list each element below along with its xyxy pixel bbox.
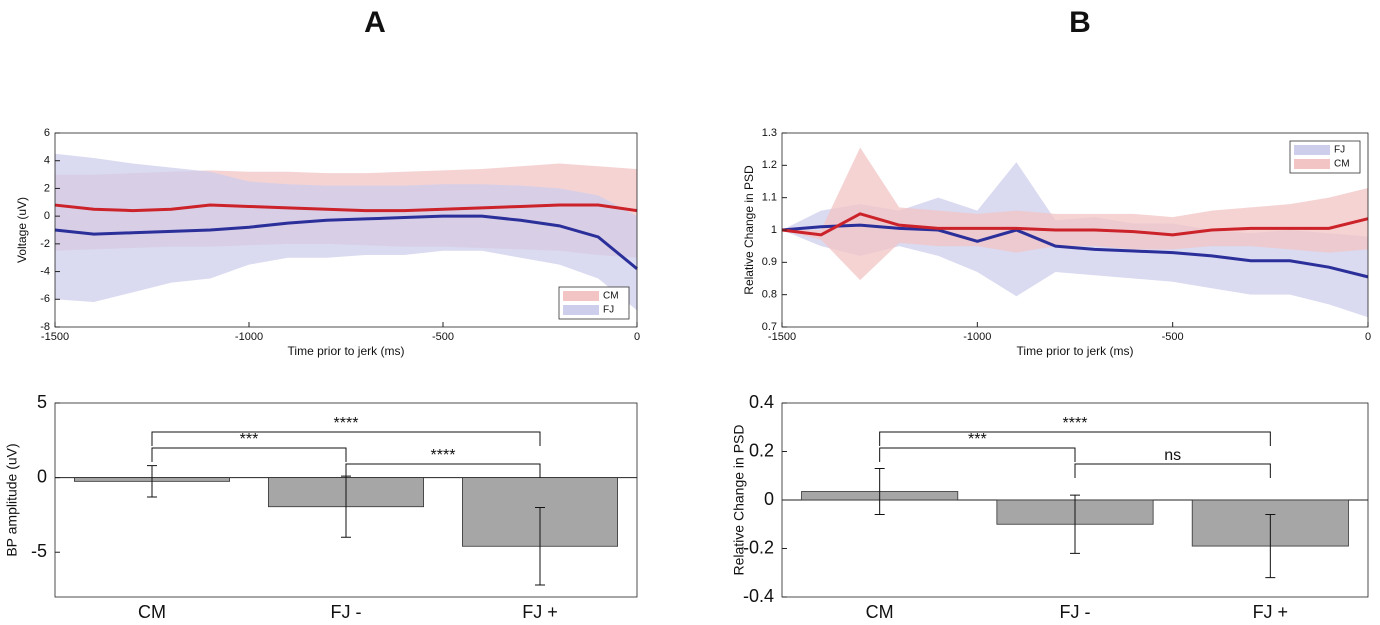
y-tick-label: 0.7 — [762, 321, 777, 333]
y-tick-label: -8 — [40, 321, 50, 333]
y-tick-label: -0.2 — [743, 537, 774, 557]
plot-frame — [54, 132, 638, 328]
y-tick-label: 0 — [37, 466, 47, 486]
x-tick-label: FJ - — [1060, 602, 1091, 622]
error-bar — [147, 465, 157, 498]
series-line — [54, 214, 638, 270]
significance-label: ns — [1164, 447, 1181, 464]
confidence-band — [782, 147, 1368, 281]
y-tick-label: 1.2 — [762, 159, 777, 171]
y-axis-label: Relative Change in PSD — [742, 165, 756, 295]
y-tick-label: 0 — [44, 210, 50, 222]
legend-swatch — [1294, 159, 1330, 169]
panel-label: B — [1069, 6, 1091, 39]
y-tick-label: -4 — [40, 265, 50, 277]
significance-bracket — [151, 447, 347, 462]
x-tick-label: -1500 — [768, 331, 796, 343]
y-tick-label: 4 — [44, 155, 50, 167]
x-tick-label: FJ + — [522, 602, 558, 622]
significance-label: **** — [1063, 415, 1088, 432]
y-tick-label: -2 — [40, 238, 50, 250]
significance-bracket — [151, 431, 541, 446]
significance-bracket — [345, 463, 541, 478]
legend-swatch — [563, 291, 599, 301]
x-tick-label: 0 — [634, 331, 640, 343]
x-axis-label: Time prior to jerk (ms) — [1017, 344, 1134, 358]
error-bar — [1070, 494, 1080, 554]
x-tick-label: -1000 — [235, 331, 263, 343]
error-bar — [1265, 514, 1276, 579]
y-tick-label: -6 — [40, 293, 50, 305]
y-tick-label: 1.3 — [762, 127, 777, 139]
x-tick-label: -500 — [432, 331, 454, 343]
y-tick-label: 6 — [44, 127, 50, 139]
y-tick-label: 5 — [37, 392, 47, 412]
series-line — [781, 223, 1369, 279]
y-tick-label: 0.4 — [749, 392, 774, 412]
error-bar — [874, 467, 885, 516]
y-tick-label: 0.2 — [749, 440, 774, 460]
y-tick-label: 1.1 — [762, 192, 777, 204]
y-axis-label: BP amplitude (uV) — [4, 443, 20, 556]
series-line — [781, 212, 1369, 237]
y-tick-label: 1 — [771, 224, 777, 236]
x-tick-label: FJ + — [1253, 602, 1289, 622]
significance-bracket — [879, 431, 1271, 446]
x-tick-label: CM — [866, 602, 894, 622]
legend-label: CM — [603, 291, 619, 302]
legend-swatch — [1294, 145, 1330, 155]
legend-label: FJ — [603, 305, 614, 316]
confidence-band — [55, 153, 637, 311]
x-tick-label: -500 — [1162, 331, 1184, 343]
y-tick-label: -0.4 — [743, 586, 774, 606]
legend-label: CM — [1334, 159, 1350, 170]
plot-frame — [54, 402, 638, 598]
significance-label: *** — [968, 431, 987, 448]
y-tick-label: 2 — [44, 182, 50, 194]
y-tick-label: 0.8 — [762, 289, 777, 301]
x-tick-label: CM — [138, 602, 166, 622]
significance-label: **** — [334, 415, 359, 432]
series-line — [54, 203, 638, 213]
legend-label: FJ — [1334, 145, 1345, 156]
x-tick-label: 0 — [1365, 331, 1371, 343]
significance-label: *** — [240, 431, 259, 448]
legend-swatch — [563, 305, 599, 315]
error-bar — [535, 506, 545, 586]
x-tick-label: -1500 — [41, 331, 69, 343]
y-tick-label: -5 — [31, 541, 47, 561]
significance-bracket — [879, 447, 1076, 462]
x-tick-label: FJ - — [331, 602, 362, 622]
x-tick-label: -1000 — [963, 331, 991, 343]
y-tick-label: 0.9 — [762, 256, 777, 268]
y-tick-label: 0 — [764, 489, 774, 509]
y-axis-label: Relative Change in PSD — [731, 425, 747, 576]
x-axis-label: Time prior to jerk (ms) — [288, 344, 405, 358]
significance-label: **** — [431, 447, 456, 464]
significance-bracket — [1074, 463, 1271, 478]
panel-label: A — [364, 6, 386, 39]
y-axis-label: Voltage (uV) — [15, 197, 29, 263]
